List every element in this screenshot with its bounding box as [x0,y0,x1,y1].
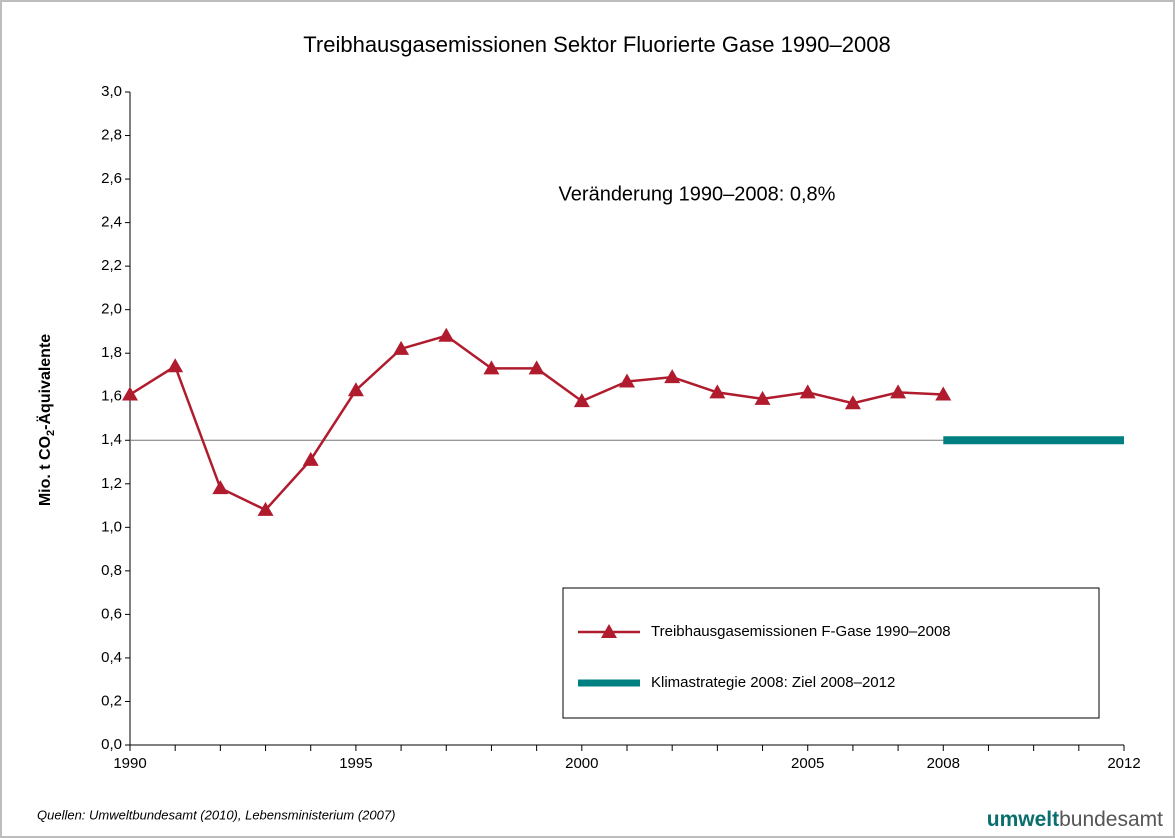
logo: umweltbundesamt [987,808,1163,831]
y-tick-label: 1,8 [101,344,122,361]
y-tick-label: 3,0 [101,83,122,100]
x-tick-label: 1995 [339,755,372,772]
x-tick-label: 1990 [113,755,146,772]
marker [935,386,952,401]
x-tick-label: 2012 [1107,755,1140,772]
y-axis-label-sub: 2 [45,430,57,436]
marker [573,393,590,408]
y-axis-label: Mio. t CO2-Äquivalente [36,334,57,506]
legend-label: Treibhausgasemissionen F-Gase 1990–2008 [651,623,951,640]
y-tick-label: 1,0 [101,518,122,535]
y-tick-label: 0,2 [101,692,122,709]
marker [438,327,455,342]
marker [302,451,319,466]
logo-part: bundesamt [1059,808,1163,831]
y-tick-label: 2,4 [101,214,122,231]
y-tick-label: 1,4 [101,431,122,448]
y-tick-label: 0,6 [101,605,122,622]
y-tick-label: 0,8 [101,562,122,579]
marker [122,386,138,401]
y-tick-label: 2,6 [101,170,122,187]
annotation: Veränderung 1990–2008: 0,8% [559,183,836,205]
marker [167,358,184,373]
source: Quellen: Umweltbundesamt (2010), Lebensm… [37,807,395,822]
marker [393,340,410,355]
legend-box [562,587,1100,719]
y-tick-label: 2,8 [101,127,122,144]
y-axis-label-part: -Äquivalente [36,334,54,430]
marker [664,369,681,384]
y-tick-label: 2,0 [101,301,122,318]
marker [890,384,907,399]
x-tick-label: 2000 [565,755,598,772]
logo-part: umwelt [987,808,1059,831]
x-tick-label: 2005 [791,755,824,772]
marker [709,384,726,399]
legend-label: Klimastrategie 2008: Ziel 2008–2012 [651,674,895,691]
chart-title: Treibhausgasemissionen Sektor Fluorierte… [303,32,890,57]
marker [799,384,816,399]
y-axis-label-part: Mio. t CO [37,436,54,506]
marker [483,360,500,375]
y-tick-label: 1,2 [101,475,122,492]
x-tick-label: 2008 [927,755,960,772]
legend-marker [601,624,617,638]
marker [212,480,229,495]
marker [257,501,274,516]
marker [528,360,545,375]
marker [347,382,364,397]
y-tick-label: 2,2 [101,257,122,274]
marker [619,373,635,388]
y-tick-label: 0,0 [101,736,122,753]
y-tick-label: 0,4 [101,649,122,666]
marker [844,395,861,410]
marker [754,390,771,405]
y-tick-label: 1,6 [101,388,122,405]
